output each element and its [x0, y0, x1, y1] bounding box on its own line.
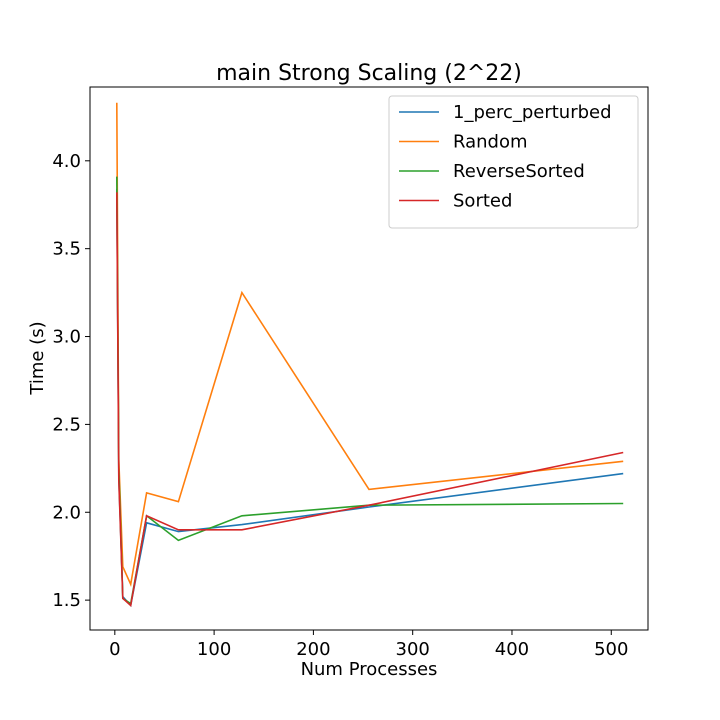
x-tick-label: 500	[594, 639, 628, 660]
y-tick-label: 4.0	[52, 151, 81, 172]
legend-box	[388, 95, 639, 229]
series-line-sorted	[116, 192, 624, 607]
legend-label: 1_perc_perturbed	[453, 102, 612, 123]
y-tick-label: 3.0	[52, 327, 81, 348]
x-tick-label: 0	[109, 639, 120, 660]
x-axis-label: Num Processes	[301, 659, 438, 680]
legend-label: Random	[453, 132, 528, 153]
y-tick-label: 3.5	[52, 239, 81, 260]
y-axis-ticks: 1.5 2.0 2.5 3.0 3.5 4.0	[52, 151, 90, 611]
x-tick-label: 100	[197, 639, 231, 660]
x-tick-label: 300	[396, 639, 430, 660]
x-axis-ticks: 0 100 200 300 400 500	[109, 630, 628, 660]
legend-label: Sorted	[453, 191, 512, 212]
y-tick-label: 1.5	[52, 590, 81, 611]
y-tick-label: 2.0	[52, 502, 81, 523]
y-axis-label: Time (s)	[27, 321, 48, 395]
y-tick-label: 2.5	[52, 414, 81, 435]
legend: 1_perc_perturbed Random ReverseSorted Sorte…	[388, 95, 639, 229]
x-tick-label: 400	[495, 639, 529, 660]
x-tick-label: 200	[296, 639, 330, 660]
series-lines	[116, 102, 624, 608]
chart-title: main Strong Scaling (2^22)	[216, 61, 522, 86]
legend-label: ReverseSorted	[453, 161, 585, 182]
